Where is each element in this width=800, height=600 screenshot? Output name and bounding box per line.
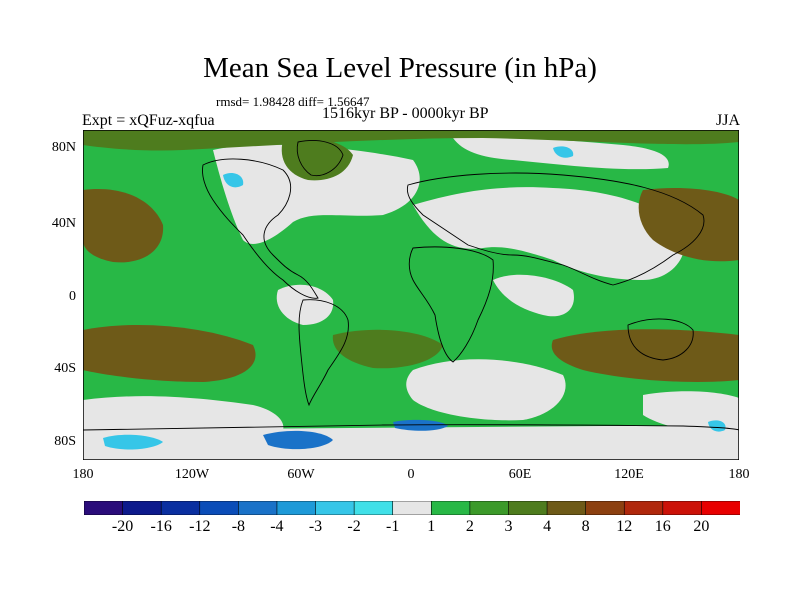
colorbar-label: 20 bbox=[693, 518, 710, 535]
coast-australia bbox=[627, 318, 694, 361]
colorbar-label: -4 bbox=[270, 518, 284, 535]
grey-zone-north-atlantic bbox=[213, 144, 420, 244]
period-label: 1516kyr BP - 0000kyr BP bbox=[322, 105, 489, 122]
colorbar-swatch bbox=[160, 501, 201, 515]
colorbar-label: -8 bbox=[231, 518, 246, 535]
colorbar-swatch bbox=[623, 501, 664, 515]
coast-south-america bbox=[298, 299, 349, 407]
colorbar-label: 1 bbox=[427, 518, 436, 535]
experiment-label: Expt = xQFuz-xqfua bbox=[82, 112, 215, 129]
colorbar-label: -20 bbox=[111, 518, 134, 535]
colorbar-label: 12 bbox=[616, 518, 633, 535]
colorbar-swatch bbox=[353, 501, 394, 515]
high-north-pacific-east bbox=[638, 188, 739, 262]
coast-africa bbox=[408, 246, 494, 363]
colorbar-swatch bbox=[199, 501, 240, 515]
x-tick-180e: 180 bbox=[728, 467, 750, 482]
coastlines bbox=[83, 140, 739, 431]
colorbar-label: 16 bbox=[654, 518, 671, 535]
y-tick-80s: 80S bbox=[54, 434, 76, 449]
y-tick-40n: 40N bbox=[51, 216, 76, 231]
colorbar-label: 2 bbox=[465, 518, 474, 535]
high-south-pacific bbox=[83, 325, 256, 382]
colorbar-swatch bbox=[469, 501, 510, 515]
colorbar-swatch bbox=[276, 501, 317, 515]
colorbar-swatch bbox=[508, 501, 548, 515]
x-tick-60e: 60E bbox=[508, 467, 532, 482]
low-antarctic-bellingshausen bbox=[263, 430, 333, 450]
x-tick-120w: 120W bbox=[174, 467, 210, 482]
colorbar bbox=[84, 501, 740, 515]
coast-greenland bbox=[296, 140, 344, 177]
colorbar-swatch bbox=[315, 501, 355, 515]
colorbar-label: 8 bbox=[581, 518, 590, 535]
low-antarctic-ross bbox=[103, 434, 163, 450]
grey-zone-pacific-east bbox=[276, 284, 334, 325]
low-antarctic-weddell bbox=[393, 419, 448, 431]
colorbar-label: -12 bbox=[189, 518, 211, 535]
x-tick-180w: 180 bbox=[72, 467, 94, 482]
coast-north-america bbox=[202, 158, 319, 299]
colorbar-swatch bbox=[238, 501, 278, 515]
colorbar-label: 3 bbox=[504, 518, 513, 535]
high-arctic-band bbox=[83, 130, 739, 151]
colorbar-swatch bbox=[122, 501, 162, 515]
colorbar-swatch bbox=[430, 501, 471, 515]
high-south-atlantic-band bbox=[332, 329, 443, 369]
x-tick-120e: 120E bbox=[614, 467, 644, 482]
high-north-pacific-west bbox=[83, 189, 164, 263]
chart-title: Mean Sea Level Pressure (in hPa) bbox=[203, 52, 597, 84]
season-label: JJA bbox=[716, 112, 741, 129]
y-tick-40s: 40S bbox=[54, 361, 76, 376]
coast-eurasia bbox=[406, 172, 705, 286]
colorbar-swatch bbox=[662, 501, 703, 515]
colorbar-swatch bbox=[701, 501, 740, 515]
y-tick-0: 0 bbox=[69, 289, 76, 304]
colorbar-label: 4 bbox=[543, 518, 552, 535]
high-greenland bbox=[281, 138, 353, 181]
colorbar-swatch bbox=[84, 501, 124, 515]
colorbar-label: -2 bbox=[347, 518, 361, 535]
colorbar-swatch bbox=[585, 501, 626, 515]
colorbar-label: -1 bbox=[386, 518, 400, 535]
colorbar-label: -16 bbox=[150, 518, 172, 535]
x-tick-60w: 60W bbox=[287, 467, 315, 482]
colorbar-swatch bbox=[392, 501, 433, 515]
grey-zone-south-atlantic bbox=[406, 359, 566, 421]
colorbar-swatch bbox=[546, 501, 587, 515]
y-tick-80n: 80N bbox=[51, 140, 76, 155]
stats-text: rmsd= 1.98428 diff= 1.56647 bbox=[216, 94, 370, 109]
pressure-map bbox=[83, 130, 739, 460]
low-siberia bbox=[553, 146, 574, 158]
grey-zone-eurasia bbox=[413, 187, 686, 280]
low-hudson bbox=[223, 173, 244, 188]
grey-zone-antarctic bbox=[83, 425, 739, 460]
low-antarctic-east bbox=[708, 420, 726, 432]
x-tick-0: 0 bbox=[407, 467, 415, 482]
coast-antarctica bbox=[83, 424, 739, 431]
grey-zone-indian bbox=[493, 274, 574, 317]
colorbar-label: -3 bbox=[308, 518, 323, 535]
